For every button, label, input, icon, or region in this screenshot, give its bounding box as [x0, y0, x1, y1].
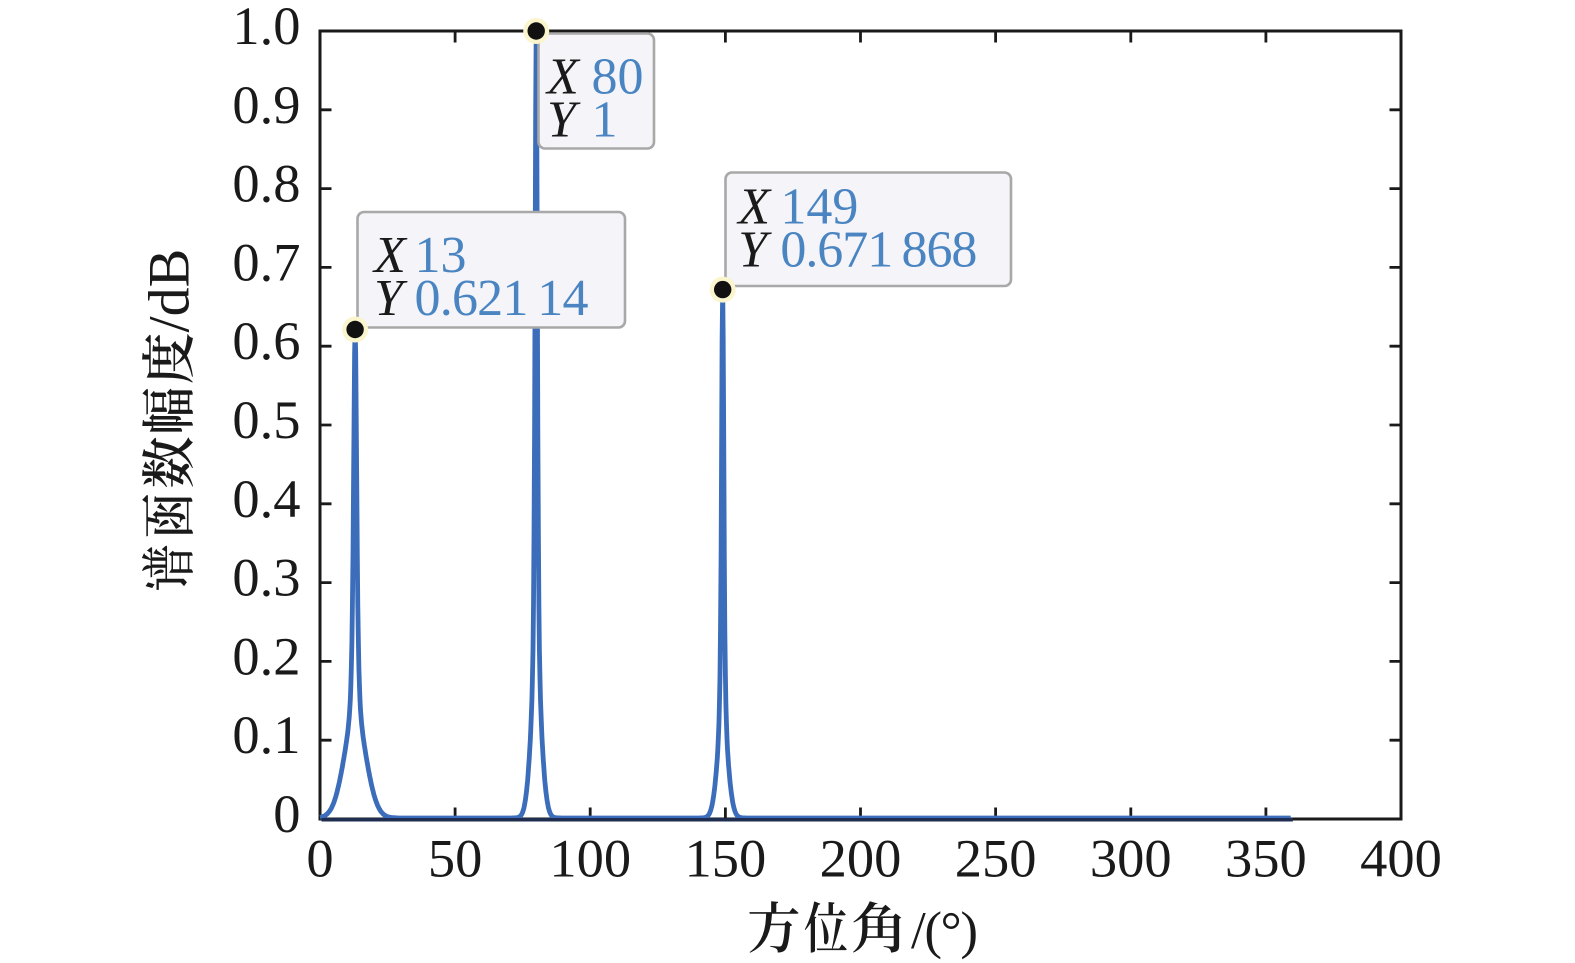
svg-text:0: 0: [306, 828, 333, 889]
svg-text:0.4: 0.4: [232, 468, 300, 529]
svg-text:50: 50: [428, 828, 483, 889]
svg-text:Y: Y: [374, 270, 408, 327]
svg-text:0.7: 0.7: [232, 231, 300, 292]
svg-text:300: 300: [1090, 828, 1172, 889]
svg-text:X: X: [545, 49, 581, 106]
svg-text:Y: Y: [738, 222, 772, 279]
svg-text:400: 400: [1360, 828, 1442, 889]
svg-text:1.0: 1.0: [232, 0, 300, 56]
svg-text:X: X: [372, 227, 408, 284]
svg-text:350: 350: [1225, 828, 1307, 889]
svg-text:0.1: 0.1: [232, 704, 300, 765]
svg-text:0.8: 0.8: [232, 153, 300, 214]
svg-text:1: 1: [592, 92, 618, 149]
svg-text:Y: Y: [547, 92, 581, 149]
svg-text:13: 13: [415, 227, 467, 284]
svg-text:200: 200: [820, 828, 902, 889]
svg-text:/(°): /(°): [911, 902, 978, 960]
svg-text:0.5: 0.5: [232, 389, 300, 450]
svg-text:0.3: 0.3: [232, 547, 300, 608]
svg-text:150: 150: [685, 828, 767, 889]
svg-text:/dB: /dB: [136, 249, 201, 333]
svg-text:0.671 868: 0.671 868: [780, 222, 977, 279]
svg-text:0.6: 0.6: [232, 310, 300, 371]
svg-text:100: 100: [549, 828, 631, 889]
svg-text:0.2: 0.2: [232, 625, 300, 686]
svg-text:0: 0: [273, 783, 300, 844]
svg-text:149: 149: [780, 178, 858, 235]
svg-text:0.621 14: 0.621 14: [415, 270, 589, 327]
svg-text:0.9: 0.9: [232, 74, 300, 135]
svg-text:X: X: [736, 178, 772, 235]
svg-text:250: 250: [955, 828, 1037, 889]
svg-text:80: 80: [592, 49, 644, 106]
